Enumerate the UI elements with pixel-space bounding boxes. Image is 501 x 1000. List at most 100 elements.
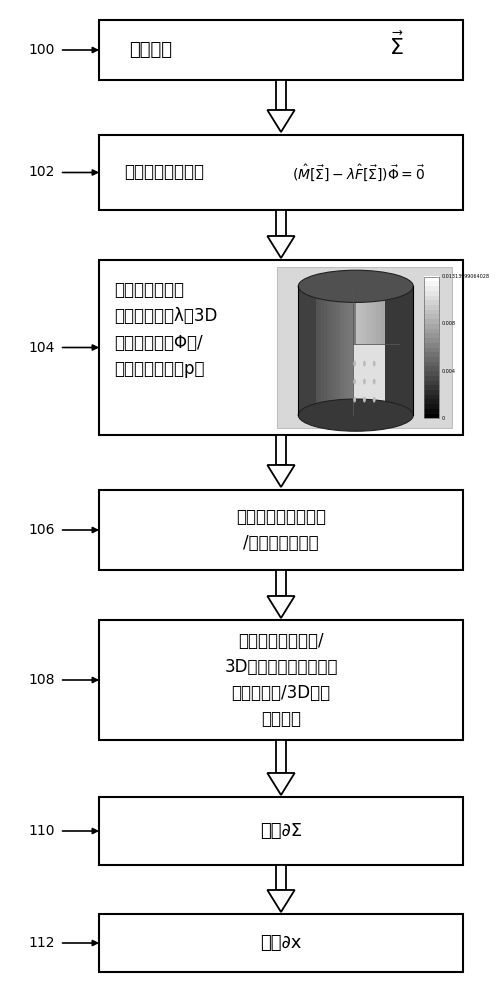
- Bar: [277, 267, 451, 428]
- Text: 104: 104: [28, 340, 55, 355]
- Text: 0.004: 0.004: [441, 369, 455, 374]
- Bar: [301, 286, 304, 415]
- Bar: [423, 408, 438, 414]
- Bar: [378, 286, 381, 415]
- Bar: [329, 286, 332, 415]
- Bar: [423, 384, 438, 390]
- Bar: [410, 286, 412, 415]
- Text: 108: 108: [28, 673, 55, 687]
- Text: 106: 106: [28, 523, 55, 537]
- Bar: [423, 299, 438, 305]
- Text: 0: 0: [441, 416, 444, 421]
- Circle shape: [353, 361, 355, 366]
- Bar: [352, 344, 384, 415]
- Bar: [335, 286, 338, 415]
- Bar: [332, 286, 335, 415]
- Bar: [423, 413, 438, 418]
- Polygon shape: [275, 570, 286, 596]
- Polygon shape: [267, 110, 294, 132]
- Polygon shape: [275, 435, 286, 465]
- Polygon shape: [275, 210, 286, 236]
- Bar: [324, 286, 326, 415]
- Text: 模型参数: 模型参数: [129, 41, 172, 59]
- Bar: [321, 286, 324, 415]
- Bar: [423, 332, 438, 338]
- Text: 获得计算结果：
例如（特征値λ、3D
中子通量分布Φ和/
或节点功率分布p）: 获得计算结果： 例如（特征値λ、3D 中子通量分布Φ和/ 或节点功率分布p）: [114, 281, 217, 378]
- Bar: [387, 286, 389, 415]
- Bar: [423, 309, 438, 314]
- Bar: [369, 286, 372, 415]
- Text: 112: 112: [28, 936, 55, 950]
- Circle shape: [372, 361, 375, 366]
- Circle shape: [362, 361, 365, 366]
- Text: 获得实际功率分布和
/或中子通量分布: 获得实际功率分布和 /或中子通量分布: [235, 508, 325, 552]
- Text: 0.008: 0.008: [441, 321, 455, 326]
- Bar: [423, 347, 438, 352]
- Polygon shape: [267, 236, 294, 258]
- Bar: [99, 620, 461, 740]
- Polygon shape: [275, 865, 286, 890]
- Bar: [423, 328, 438, 333]
- Text: 确定∂Σ: 确定∂Σ: [260, 822, 302, 840]
- Bar: [306, 286, 309, 415]
- Bar: [315, 286, 318, 415]
- Bar: [384, 286, 387, 415]
- Bar: [347, 286, 349, 415]
- Bar: [384, 286, 412, 415]
- Polygon shape: [267, 596, 294, 618]
- Bar: [318, 286, 321, 415]
- Bar: [423, 295, 438, 300]
- Bar: [99, 914, 461, 972]
- Bar: [341, 286, 344, 415]
- Polygon shape: [275, 80, 286, 110]
- Bar: [326, 286, 329, 415]
- Bar: [423, 403, 438, 409]
- Bar: [423, 276, 438, 281]
- Bar: [423, 380, 438, 385]
- Circle shape: [362, 379, 365, 385]
- Bar: [423, 389, 438, 395]
- Bar: [99, 490, 461, 570]
- Ellipse shape: [298, 270, 412, 302]
- Bar: [404, 286, 407, 415]
- Bar: [423, 304, 438, 310]
- Bar: [352, 286, 355, 415]
- Bar: [349, 286, 352, 415]
- Text: 0.01313999064028: 0.01313999064028: [441, 274, 489, 279]
- Bar: [395, 286, 398, 415]
- Bar: [392, 286, 395, 415]
- Circle shape: [372, 379, 375, 385]
- Bar: [423, 285, 438, 291]
- Bar: [423, 323, 438, 329]
- Polygon shape: [267, 465, 294, 487]
- Bar: [423, 365, 438, 371]
- Bar: [367, 286, 369, 415]
- Bar: [355, 286, 358, 415]
- Bar: [99, 20, 461, 80]
- Text: 比较实际功率分布/
3D中子通量分布与计算
的功率分布/3D中子
通量分布: 比较实际功率分布/ 3D中子通量分布与计算 的功率分布/3D中子 通量分布: [224, 632, 337, 728]
- Text: 100: 100: [28, 43, 55, 57]
- Bar: [423, 361, 438, 366]
- Bar: [358, 286, 361, 415]
- Text: $\vec{\Sigma}$: $\vec{\Sigma}$: [389, 31, 404, 59]
- Ellipse shape: [298, 399, 412, 431]
- Bar: [389, 286, 392, 415]
- Bar: [423, 280, 438, 286]
- Bar: [401, 286, 404, 415]
- Circle shape: [353, 397, 355, 403]
- Bar: [423, 375, 438, 381]
- Polygon shape: [275, 740, 286, 773]
- Bar: [423, 277, 438, 418]
- Bar: [361, 286, 364, 415]
- Bar: [352, 344, 384, 415]
- Bar: [423, 313, 438, 319]
- Bar: [423, 337, 438, 343]
- Bar: [423, 398, 438, 404]
- Polygon shape: [267, 890, 294, 912]
- Polygon shape: [267, 773, 294, 795]
- Circle shape: [372, 397, 375, 403]
- Text: 确定∂x: 确定∂x: [260, 934, 301, 952]
- Bar: [407, 286, 410, 415]
- Bar: [99, 797, 461, 865]
- Bar: [298, 286, 301, 415]
